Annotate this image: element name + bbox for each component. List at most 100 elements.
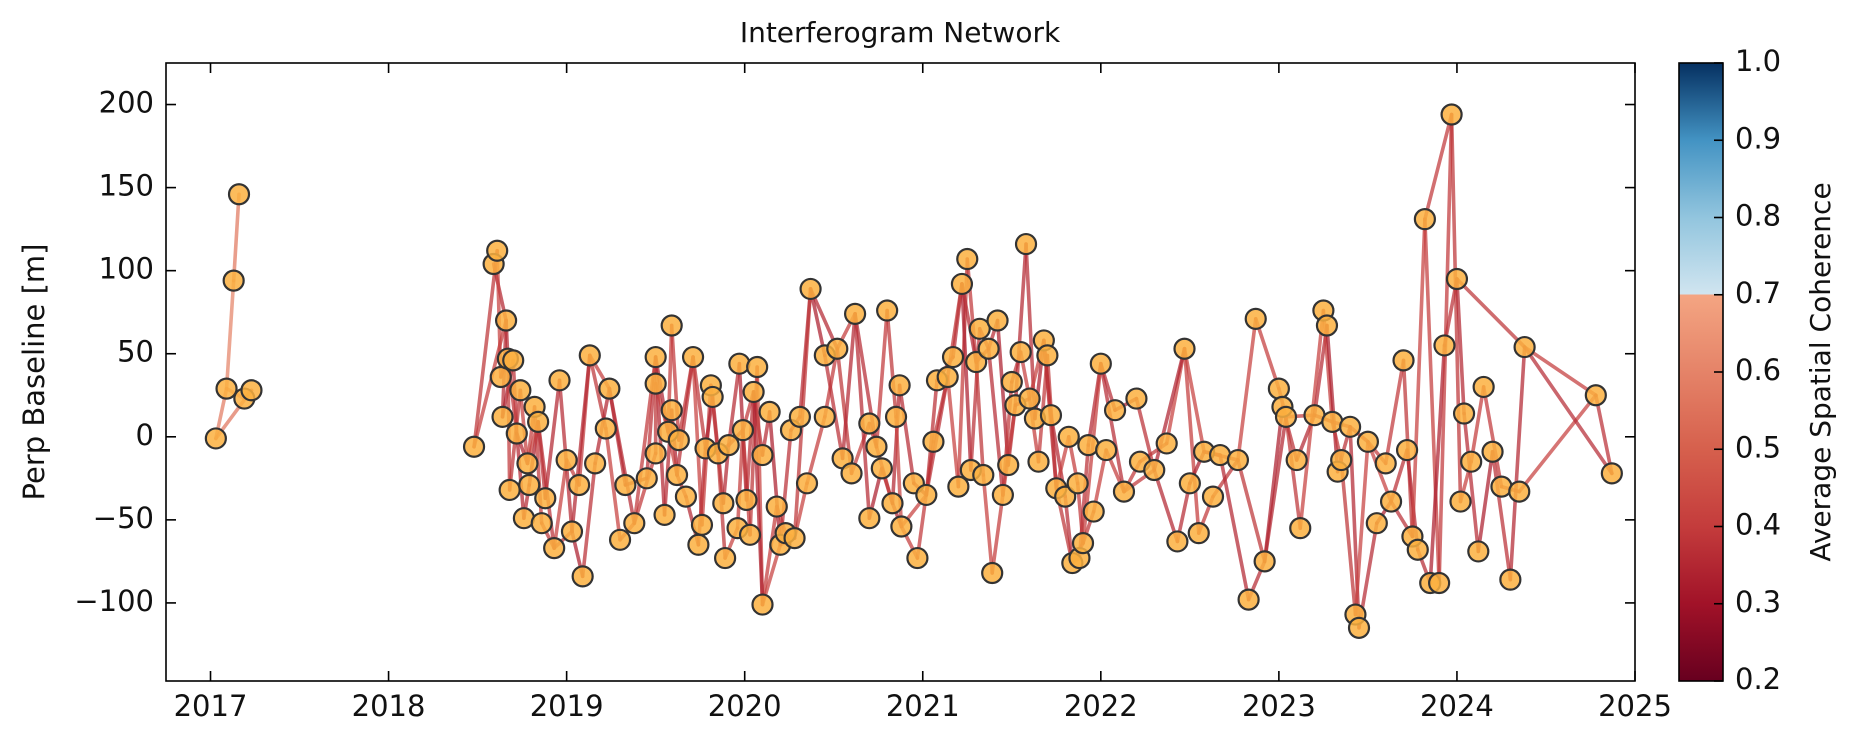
acquisition-point: [941, 345, 965, 369]
interferogram-edge: [1517, 393, 1598, 494]
y-tick-label: 200: [99, 86, 154, 120]
x-tick-label: 2020: [708, 689, 782, 723]
acquisition-point: [644, 442, 667, 465]
acquisition-point: [644, 372, 667, 395]
chart-title: Interferogram Network: [740, 16, 1061, 49]
acquisition-point: [1347, 616, 1371, 639]
acquisition-point: [843, 302, 867, 325]
acquisition-point: [1009, 340, 1032, 364]
acquisition-point: [543, 536, 566, 560]
interferogram-edge: [1476, 449, 1495, 554]
acquisition-point: [1440, 103, 1463, 126]
acquisition-point: [701, 385, 724, 409]
acquisition-point: [1513, 335, 1536, 359]
interferogram-edge: [767, 410, 783, 547]
acquisition-point: [1365, 512, 1388, 535]
acquisition-point: [571, 565, 594, 588]
acquisition-point: [997, 453, 1020, 477]
acquisition-point: [751, 443, 774, 467]
acquisition-point: [1508, 480, 1531, 503]
colorbar-tick-label: 0.2: [1735, 662, 1781, 696]
interferogram-edge: [1423, 217, 1441, 585]
acquisition-point: [594, 417, 617, 440]
acquisition-point: [936, 365, 959, 389]
acquisition-point: [1103, 399, 1127, 422]
acquisition-point: [653, 503, 676, 526]
acquisition-point: [1267, 377, 1290, 400]
colorbar-tick-label: 1.0: [1735, 44, 1781, 78]
acquisition-point: [813, 405, 836, 428]
acquisition-point: [717, 433, 740, 457]
interferogram-edge: [1490, 449, 1513, 582]
acquisition-point: [728, 352, 751, 375]
acquisition-point: [884, 405, 908, 428]
acquisition-point: [738, 523, 762, 546]
acquisition-point: [548, 369, 571, 392]
acquisition-point: [735, 488, 758, 512]
acquisition-point: [623, 512, 646, 535]
acquisition-point: [1237, 588, 1260, 611]
acquisition-point: [498, 478, 521, 502]
interferogram-edge: [552, 458, 569, 550]
interferogram-edge: [1001, 403, 1018, 497]
acquisition-point: [1460, 450, 1483, 473]
y-tick-label: −50: [93, 501, 154, 535]
acquisition-point: [1125, 387, 1148, 410]
interferogram-edge: [570, 353, 592, 534]
acquisition-point: [915, 483, 938, 507]
acquisition-point: [1600, 462, 1623, 485]
interferogram-edge: [675, 355, 695, 477]
x-tick-label: 2018: [352, 689, 426, 723]
acquisition-point: [530, 512, 553, 535]
interferogram-edge: [974, 360, 986, 477]
interferogram-edge: [231, 192, 241, 283]
interferogram-edge: [1325, 323, 1340, 474]
acquisition-point: [888, 374, 911, 397]
colorbar-tick-label: 0.9: [1735, 121, 1781, 155]
acquisitions: [204, 103, 1623, 639]
interferogram-edge: [1182, 346, 1206, 454]
interferogram-edge: [1134, 396, 1157, 472]
interferogram-edge: [960, 282, 973, 472]
acquisition-point: [1406, 538, 1429, 561]
acquisition-point: [788, 405, 811, 428]
x-tick-label: 2021: [886, 689, 960, 723]
colorbar-tick-label: 0.5: [1735, 430, 1781, 464]
interferogram-edge: [1284, 415, 1303, 530]
interferogram-edge: [669, 323, 681, 442]
acquisition-point: [1339, 415, 1362, 438]
interferogram-edge: [726, 361, 742, 447]
acquisition-point: [890, 515, 913, 538]
acquisition-point: [1289, 517, 1312, 540]
interferogram-edge: [1383, 358, 1406, 466]
interferogram-edge: [543, 378, 562, 501]
acquisition-point: [1018, 387, 1041, 410]
acquisition-point: [1201, 485, 1225, 508]
acquisition-point: [950, 272, 974, 296]
interferogram-edge: [1410, 217, 1427, 539]
acquisition-point: [240, 379, 263, 402]
acquisition-point: [681, 345, 705, 369]
acquisition-point: [712, 492, 735, 515]
acquisition-point: [1413, 208, 1436, 231]
acquisition-point: [1112, 480, 1136, 503]
acquisition-point: [644, 345, 667, 369]
interferogram-edge: [885, 308, 898, 419]
acquisition-point: [876, 299, 899, 322]
acquisition-point: [1166, 530, 1189, 553]
acquisition-point: [731, 419, 755, 442]
colorbar-tick-label: 0.8: [1735, 199, 1781, 233]
acquisition-point: [1027, 450, 1050, 473]
acquisition-point: [881, 492, 904, 515]
acquisition-point: [1173, 337, 1196, 360]
acquisition-point: [1155, 432, 1178, 455]
acquisition-point: [509, 379, 532, 402]
colorbar-tick-label: 0.3: [1735, 585, 1781, 619]
acquisition-point: [527, 410, 550, 433]
acquisition-point: [1057, 425, 1080, 448]
acquisition-point: [660, 314, 683, 337]
interferogram-edge: [1481, 385, 1504, 489]
acquisition-point: [660, 399, 683, 422]
interferogram-edge: [1339, 458, 1358, 617]
